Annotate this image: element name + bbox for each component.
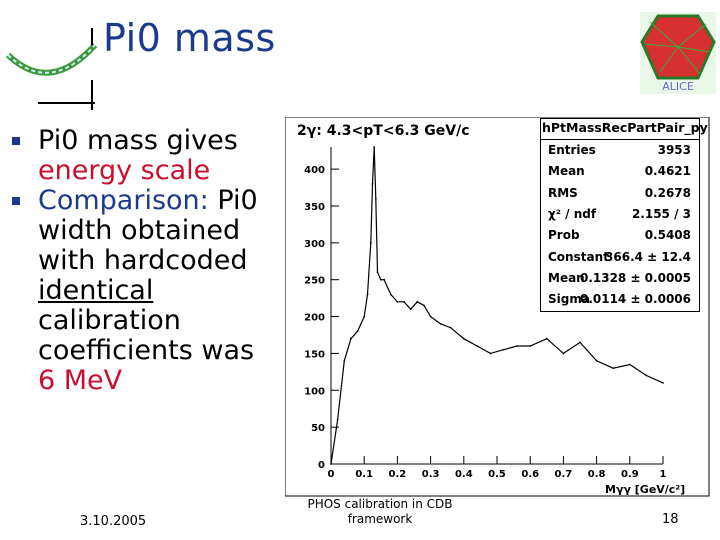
stats-title: hPtMassRecPartPair_py: [542, 120, 708, 135]
x-tick-label: 0.8: [588, 469, 606, 480]
y-tick-label: 200: [304, 313, 325, 324]
bullet-2-text-b: Pi0 width obtained with hardcoded: [38, 185, 258, 276]
x-tick-label: 0: [328, 469, 335, 480]
histogram-point: [489, 352, 492, 355]
histogram-point: [373, 146, 376, 148]
histogram-point: [423, 304, 425, 307]
histogram-point: [416, 300, 419, 303]
histogram-point: [363, 315, 366, 318]
bullet-1-text-a: Pi0 mass gives: [38, 125, 238, 156]
histogram-point: [356, 330, 359, 333]
y-tick-label: 150: [304, 349, 325, 360]
stats-value: 0.0114 ± 0.0006: [579, 292, 691, 307]
stats-value: 0.2678: [644, 185, 691, 200]
stats-label: Mean: [548, 270, 585, 285]
x-tick-label: 0.3: [422, 469, 440, 480]
histogram-point: [662, 382, 664, 384]
histogram-point: [476, 345, 478, 347]
stats-label: Constant: [548, 249, 609, 264]
histogram-point: [343, 359, 346, 362]
histogram-point: [529, 345, 532, 347]
stats-value: 366.4 ± 12.4: [605, 249, 691, 264]
histogram-point: [383, 278, 386, 281]
x-tick-label: 0.7: [555, 469, 573, 480]
x-tick-label: 0.1: [355, 469, 373, 480]
stats-label: Prob: [548, 228, 580, 243]
stats-label: Entries: [548, 143, 596, 157]
slide-title: Pi0 mass: [103, 16, 276, 60]
stats-value: 0.5408: [644, 228, 691, 243]
stats-value: 0.1328 ± 0.0005: [579, 270, 691, 285]
histogram-point: [562, 352, 565, 355]
histogram-point: [396, 300, 399, 303]
histogram-point: [330, 463, 332, 465]
histogram-point: [502, 348, 505, 351]
histogram-point: [350, 337, 352, 340]
bullet-2-text-c: identical: [38, 275, 154, 306]
histogram-point: [374, 197, 377, 200]
x-tick-label: 0.5: [488, 469, 506, 480]
stats-label: Mean: [548, 164, 585, 179]
y-tick-label: 0: [318, 460, 325, 471]
histogram-point: [336, 418, 339, 421]
bullet-1: Pi0 mass gives energy scale: [12, 126, 282, 186]
footer-date: 3.10.2005: [80, 514, 147, 529]
histogram-point: [369, 241, 372, 244]
stats-label: RMS: [548, 185, 578, 200]
stats-label: Sigma: [548, 292, 590, 307]
histogram-point: [545, 337, 548, 340]
histogram-point: [429, 315, 432, 318]
bullet-list: Pi0 mass gives energy scale Comparison: …: [12, 126, 282, 396]
bullet-1-text-b: energy scale: [38, 155, 211, 186]
histogram-point: [439, 323, 442, 325]
y-tick-label: 250: [304, 276, 325, 287]
stats-value: 2.155 / 3: [631, 206, 691, 221]
histogram-point: [379, 278, 382, 281]
bullet-2: Comparison: Pi0 width obtained with hard…: [12, 186, 282, 396]
histogram-point: [516, 345, 518, 347]
bullet-marker-icon: [12, 137, 20, 145]
x-tick-label: 0.9: [621, 469, 639, 480]
bullet-2-text-a: Comparison:: [38, 185, 209, 216]
histogram-point: [366, 293, 369, 296]
histogram-point: [595, 359, 598, 362]
histogram-point: [612, 367, 615, 370]
histogram-point: [449, 326, 452, 329]
x-tick-label: 1: [660, 469, 667, 480]
histogram-point: [645, 374, 648, 377]
x-tick-label: 0.4: [455, 469, 473, 480]
x-tick-label: 0.6: [521, 469, 539, 480]
page-number: 18: [662, 512, 679, 527]
stats-box: [540, 118, 700, 312]
x-axis-label: Mγγ [GeV/c²]: [605, 483, 685, 496]
alice-logo-text: ALICE: [662, 80, 694, 93]
histogram-point: [628, 363, 631, 366]
histogram-point: [462, 337, 465, 340]
bullet-2-text-d: calibration coefficients was: [38, 305, 255, 366]
y-tick-label: 100: [304, 386, 325, 397]
histogram-point: [376, 271, 379, 274]
bullet-marker-icon: [12, 197, 20, 205]
histogram-point: [371, 182, 374, 185]
histogram-point: [403, 300, 405, 303]
y-tick-label: 300: [304, 239, 325, 250]
stats-value: 0.4621: [644, 164, 691, 179]
y-tick-label: 50: [311, 423, 325, 434]
x-tick-label: 0.2: [389, 469, 407, 480]
alice-logo: ALICE: [640, 12, 716, 94]
y-tick-label: 400: [304, 165, 325, 176]
histogram-point: [579, 341, 581, 344]
histogram-point: [389, 293, 392, 296]
y-tick-label: 350: [304, 202, 325, 213]
stats-label: χ² / ndf: [548, 206, 597, 221]
chart-title: 2γ: 4.3<pT<6.3 GeV/c: [297, 123, 470, 139]
stats-value: 3953: [657, 143, 691, 157]
histogram-point: [409, 308, 412, 311]
footer-center-text: PHOS calibration in CDB framework: [307, 497, 453, 526]
bullet-2-text-e: 6 MeV: [38, 365, 123, 396]
detector-arc-logo: [5, 28, 98, 110]
